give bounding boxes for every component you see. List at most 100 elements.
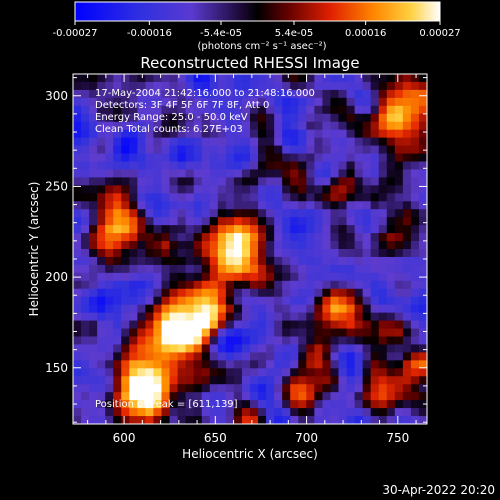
- heatmap-cell: [121, 328, 130, 337]
- heatmap-cell: [394, 288, 404, 298]
- heatmap-cell: [193, 233, 203, 242]
- heatmap-cell: [306, 256, 315, 266]
- heatmap-cell: [201, 233, 211, 242]
- heatmap-cell: [402, 177, 412, 186]
- heatmap-cell: [306, 185, 315, 194]
- heatmap-cell: [177, 217, 187, 226]
- heatmap-cell: [394, 296, 404, 306]
- heatmap-cell: [233, 217, 243, 226]
- heatmap-cell: [145, 201, 154, 210]
- heatmap-cell: [241, 89, 251, 99]
- heatmap-cell: [153, 304, 162, 314]
- heatmap-cell: [105, 217, 114, 226]
- heatmap-cell: [370, 225, 380, 234]
- heatmap-cell: [298, 241, 307, 250]
- heatmap-cell: [177, 408, 187, 417]
- heatmap-cell: [105, 400, 114, 409]
- heatmap-cell: [217, 161, 227, 170]
- heatmap-cell: [250, 201, 259, 210]
- heatmap-cell: [185, 185, 195, 194]
- heatmap-cell: [121, 121, 130, 131]
- heatmap-cell: [161, 360, 171, 369]
- heatmap-cell: [113, 169, 122, 178]
- heatmap-cell: [274, 416, 283, 424]
- heatmap-cell: [378, 392, 388, 401]
- heatmap-cell: [354, 368, 364, 377]
- heatmap-cell: [201, 153, 211, 162]
- heatmap-cell: [137, 280, 146, 290]
- heatmap-cell: [225, 336, 235, 345]
- heatmap-cell: [330, 376, 339, 385]
- heatmap-cell: [378, 225, 388, 234]
- heatmap-cell: [298, 177, 307, 186]
- heatmap-cell: [338, 233, 348, 242]
- heatmap-cell: [274, 233, 283, 242]
- heatmap-cell: [370, 241, 380, 250]
- heatmap-cell: [105, 89, 114, 99]
- heatmap-cell: [346, 209, 356, 218]
- heatmap-cell: [241, 256, 251, 266]
- heatmap-cell: [330, 264, 339, 274]
- heatmap-cell: [418, 161, 427, 170]
- heatmap-cell: [145, 145, 154, 155]
- heatmap-cell: [266, 89, 275, 99]
- heatmap-cell: [266, 81, 275, 91]
- heatmap-cell: [217, 288, 227, 298]
- heatmap-cell: [402, 225, 412, 234]
- heatmap-cell: [250, 74, 259, 83]
- heatmap-cell: [137, 408, 146, 417]
- heatmap-cell: [274, 344, 283, 353]
- heatmap-cell: [354, 336, 364, 345]
- heatmap-cell: [233, 296, 243, 306]
- heatmap-cell: [129, 81, 138, 91]
- heatmap-cell: [362, 296, 372, 306]
- heatmap-cell: [378, 280, 388, 290]
- heatmap-cell: [370, 328, 380, 337]
- heatmap-cell: [314, 288, 323, 298]
- heatmap-cell: [129, 352, 138, 361]
- heatmap-cell: [153, 185, 162, 194]
- heatmap-cell: [266, 74, 275, 83]
- heatmap-cell: [89, 201, 98, 210]
- heatmap-cell: [282, 296, 291, 306]
- heatmap-cell: [177, 304, 187, 314]
- heatmap-cell: [81, 392, 90, 401]
- heatmap-cell: [330, 145, 339, 155]
- heatmap-cell: [402, 368, 412, 377]
- heatmap-cell: [209, 296, 219, 306]
- heatmap-cell: [394, 137, 404, 147]
- heatmap-cell: [169, 241, 179, 250]
- heatmap-cell: [338, 185, 348, 194]
- heatmap-cell: [161, 416, 171, 424]
- heatmap-cell: [137, 304, 146, 314]
- heatmap-cell: [121, 137, 130, 147]
- heatmap-cell: [314, 280, 323, 290]
- heatmap-cell: [145, 185, 154, 194]
- heatmap-cell: [314, 392, 323, 401]
- heatmap-cell: [402, 376, 412, 385]
- heatmap-cell: [241, 320, 251, 330]
- heatmap-cell: [386, 256, 396, 266]
- heatmap-cell: [250, 360, 259, 369]
- heatmap-cell: [330, 408, 339, 417]
- heatmap-cell: [282, 113, 291, 123]
- heatmap-cell: [378, 368, 388, 377]
- heatmap-cell: [233, 304, 243, 314]
- heatmap-cell: [418, 400, 427, 409]
- heatmap-cell: [137, 249, 146, 258]
- heatmap-cell: [322, 201, 331, 210]
- heatmap-cell: [145, 392, 154, 401]
- heatmap-cell: [241, 304, 251, 314]
- heatmap-cell: [129, 137, 138, 147]
- heatmap-cell: [209, 288, 219, 298]
- heatmap-cell: [330, 185, 339, 194]
- heatmap-cell: [137, 225, 146, 234]
- heatmap-cell: [129, 344, 138, 353]
- heatmap-cell: [201, 177, 211, 186]
- heatmap-cell: [89, 368, 98, 377]
- heatmap-cell: [250, 249, 259, 258]
- heatmap-cell: [282, 264, 291, 274]
- heatmap-cell: [250, 272, 259, 282]
- heatmap-cell: [418, 368, 427, 377]
- heatmap-cell: [177, 137, 187, 147]
